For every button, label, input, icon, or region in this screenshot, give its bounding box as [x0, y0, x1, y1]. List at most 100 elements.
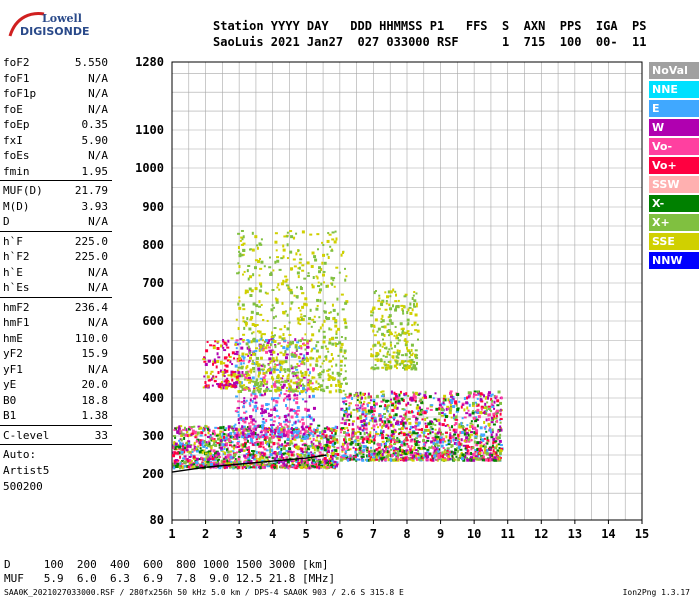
echo-point [442, 447, 445, 450]
echo-point [436, 440, 440, 444]
echo-point [397, 396, 400, 400]
echo-point [323, 463, 326, 466]
echo-point [397, 299, 400, 302]
echo-point [242, 405, 245, 409]
echo-point [342, 251, 345, 255]
echo-point [237, 271, 240, 274]
echo-point [312, 376, 316, 379]
echo-point [193, 425, 196, 428]
echo-point [256, 433, 260, 436]
echo-point [407, 401, 410, 405]
echo-point [499, 401, 503, 405]
echo-point [264, 392, 267, 396]
echo-point [301, 360, 305, 364]
echo-point [476, 447, 480, 451]
echo-point [370, 314, 374, 317]
echo-point [388, 436, 392, 440]
echo-point [258, 371, 262, 375]
echo-point [294, 411, 298, 415]
echo-point [386, 323, 390, 326]
echo-point [381, 393, 385, 397]
echo-point [463, 397, 466, 401]
echo-point [499, 408, 502, 412]
echo-point [288, 334, 292, 337]
echo-point [403, 413, 406, 416]
echo-point [436, 442, 439, 445]
echo-point [408, 431, 412, 434]
echo-point [429, 458, 433, 462]
echo-point [391, 392, 394, 395]
echo-point [362, 427, 365, 430]
echo-point [312, 357, 315, 360]
echo-point [281, 435, 284, 438]
echo-point [322, 244, 325, 247]
echo-point [279, 351, 283, 354]
echo-point [359, 445, 362, 449]
echo-point [454, 415, 458, 419]
echo-point [273, 383, 277, 387]
echo-point [219, 362, 223, 365]
echo-point [305, 351, 309, 355]
echo-point [440, 408, 444, 412]
echo-point [287, 413, 290, 417]
echo-point [258, 384, 262, 387]
echo-point [308, 317, 312, 321]
echo-point [322, 434, 325, 438]
echo-point [479, 444, 483, 448]
echo-point [282, 383, 286, 387]
echo-point [260, 347, 264, 350]
echo-point [395, 336, 399, 340]
echo-point [280, 428, 284, 432]
echo-point [373, 441, 376, 445]
echo-point [495, 444, 498, 448]
echo-point [327, 460, 330, 463]
echo-point [328, 462, 331, 465]
echo-point [423, 455, 426, 459]
echo-point [269, 450, 272, 454]
echo-point [293, 382, 297, 385]
echo-point [390, 390, 393, 394]
echo-point [367, 412, 371, 415]
echo-point [349, 457, 352, 461]
echo-point [388, 304, 391, 307]
echo-point [468, 440, 471, 443]
echo-point [325, 357, 328, 361]
echo-point [321, 460, 324, 464]
echo-point [221, 443, 225, 447]
echo-point [290, 389, 294, 392]
echo-point [280, 459, 283, 463]
echo-point [262, 418, 265, 421]
echo-point [183, 436, 186, 440]
echo-point [388, 414, 392, 417]
echo-point [285, 430, 289, 434]
echo-point [268, 357, 272, 361]
echo-point [280, 433, 283, 436]
echo-point [212, 376, 215, 380]
echo-point [204, 460, 207, 463]
param-row: foF2 5.550 [0, 55, 112, 71]
echo-point [323, 445, 326, 448]
echo-point [453, 431, 457, 434]
echo-point [495, 453, 498, 456]
echo-point [220, 438, 223, 442]
echo-point [305, 437, 308, 440]
echo-point [318, 376, 322, 379]
echo-point [325, 443, 329, 447]
echo-point [273, 406, 276, 410]
echo-point [450, 399, 454, 403]
echo-point [431, 431, 434, 434]
echo-point [317, 281, 320, 284]
echo-point [392, 452, 395, 455]
echo-point [387, 410, 390, 413]
echo-point [388, 329, 391, 332]
echo-point [322, 253, 326, 257]
echo-point [309, 363, 312, 367]
echo-point [373, 428, 376, 431]
echo-point [255, 304, 259, 308]
echo-point [451, 436, 455, 439]
echo-point [383, 360, 386, 363]
echo-point [438, 436, 442, 440]
echo-point [255, 463, 259, 467]
echo-point [215, 461, 219, 464]
echo-point [323, 427, 327, 430]
